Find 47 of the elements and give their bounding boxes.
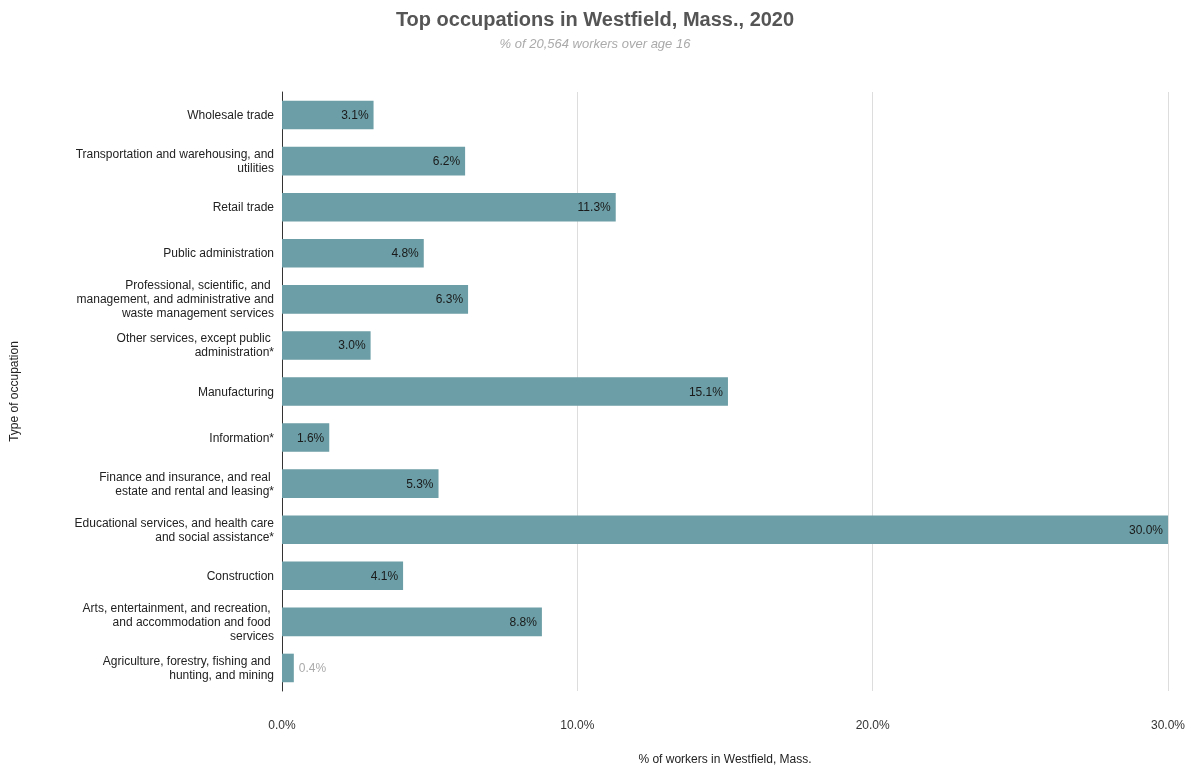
data-label: 11.3% [577,200,612,215]
data-label: 6.3% [435,292,464,307]
y-tick-label: Information* [209,430,275,445]
bar [282,561,404,591]
data-label: 15.1% [688,384,724,399]
y-tick-label: Construction [206,568,274,583]
chart-subtitle: % of 20,564 workers over age 16 [499,36,692,51]
data-label: 6.2% [432,154,461,169]
bar [282,653,294,683]
x-axis-title: % of workers in Westfield, Mass. [638,752,812,766]
y-axis-title: Type of occupation [7,341,21,442]
x-tick-label: 30.0% [1150,718,1186,732]
x-tick-label: 10.0% [560,718,595,732]
data-label: 30.0% [1128,522,1164,537]
data-label: 4.1% [370,568,399,583]
x-tick-label: 20.0% [855,718,891,732]
y-tick-label: Arts, entertainment, and recreation, and accommodation and food services [82,600,274,643]
data-label: 4.8% [391,246,420,261]
bar [282,100,374,130]
bar [282,285,469,314]
bar [282,377,728,406]
y-tick-label: Transportation and warehousing, and utilities [75,147,274,176]
y-tick-label: Finance and insurance, and real estate and rental and leasing* [99,469,275,498]
data-label: 3.0% [338,338,366,353]
data-label: 8.8% [509,614,538,629]
bar [282,146,466,176]
chart-title: Top occupations in Westfield, Mass., 2020 [395,8,795,30]
data-label: 0.4% [298,660,327,675]
y-tick-label: Manufacturing [197,384,274,399]
x-tick-label: 0.0% [268,718,296,732]
bar [282,515,1168,545]
y-tick-label: Professional, scientific, and management, and administrative and waste management services [76,278,274,321]
bar [282,469,439,498]
y-tick-label: Retail trade [212,200,275,215]
y-tick-label: Other services, except public administration* [116,331,275,360]
data-label: 3.1% [341,108,369,123]
y-tick-label: Public administration [163,246,274,261]
bar [282,192,616,222]
data-label: 1.6% [296,430,325,445]
y-tick-label: Educational services, and health care and social assistance* [74,515,275,544]
bar [282,423,330,452]
y-tick-label: Agriculture, forestry, fishing and hunting, and mining [102,653,274,682]
bar [282,331,371,360]
data-label: 5.3% [406,476,434,491]
y-tick-label: Wholesale trade [187,108,275,123]
bar [282,607,542,637]
bar [282,238,424,268]
